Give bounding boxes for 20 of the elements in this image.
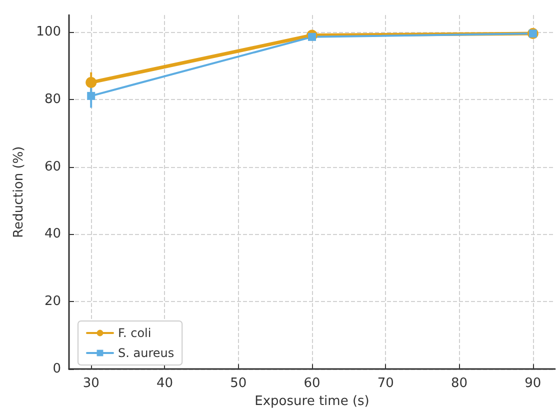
y-tick-label: 100 xyxy=(36,24,61,40)
x-tick-label: 90 xyxy=(524,376,542,392)
y-tick-label: 20 xyxy=(44,294,61,310)
x-tick-label: 70 xyxy=(377,376,394,392)
x-tick-label: 30 xyxy=(82,376,100,392)
x-tick-label: 50 xyxy=(230,376,247,392)
y-tick-label: 80 xyxy=(44,92,61,107)
y-axis-title: Reduction (%) xyxy=(11,146,26,238)
y-tick-label: 40 xyxy=(44,226,61,242)
y-tick-label: 60 xyxy=(44,159,61,174)
legend-label: F. coli xyxy=(118,326,152,340)
x-axis-title: Exposure time (s) xyxy=(254,394,370,409)
legend-label: S. aureus xyxy=(118,346,174,360)
point xyxy=(86,76,97,88)
y-tick-label: 0 xyxy=(52,362,61,377)
point xyxy=(308,32,316,41)
point xyxy=(87,92,96,100)
x-tick-label: 40 xyxy=(156,376,173,392)
x-tick-label: 80 xyxy=(451,376,468,392)
x-tick-label: 60 xyxy=(304,376,320,392)
